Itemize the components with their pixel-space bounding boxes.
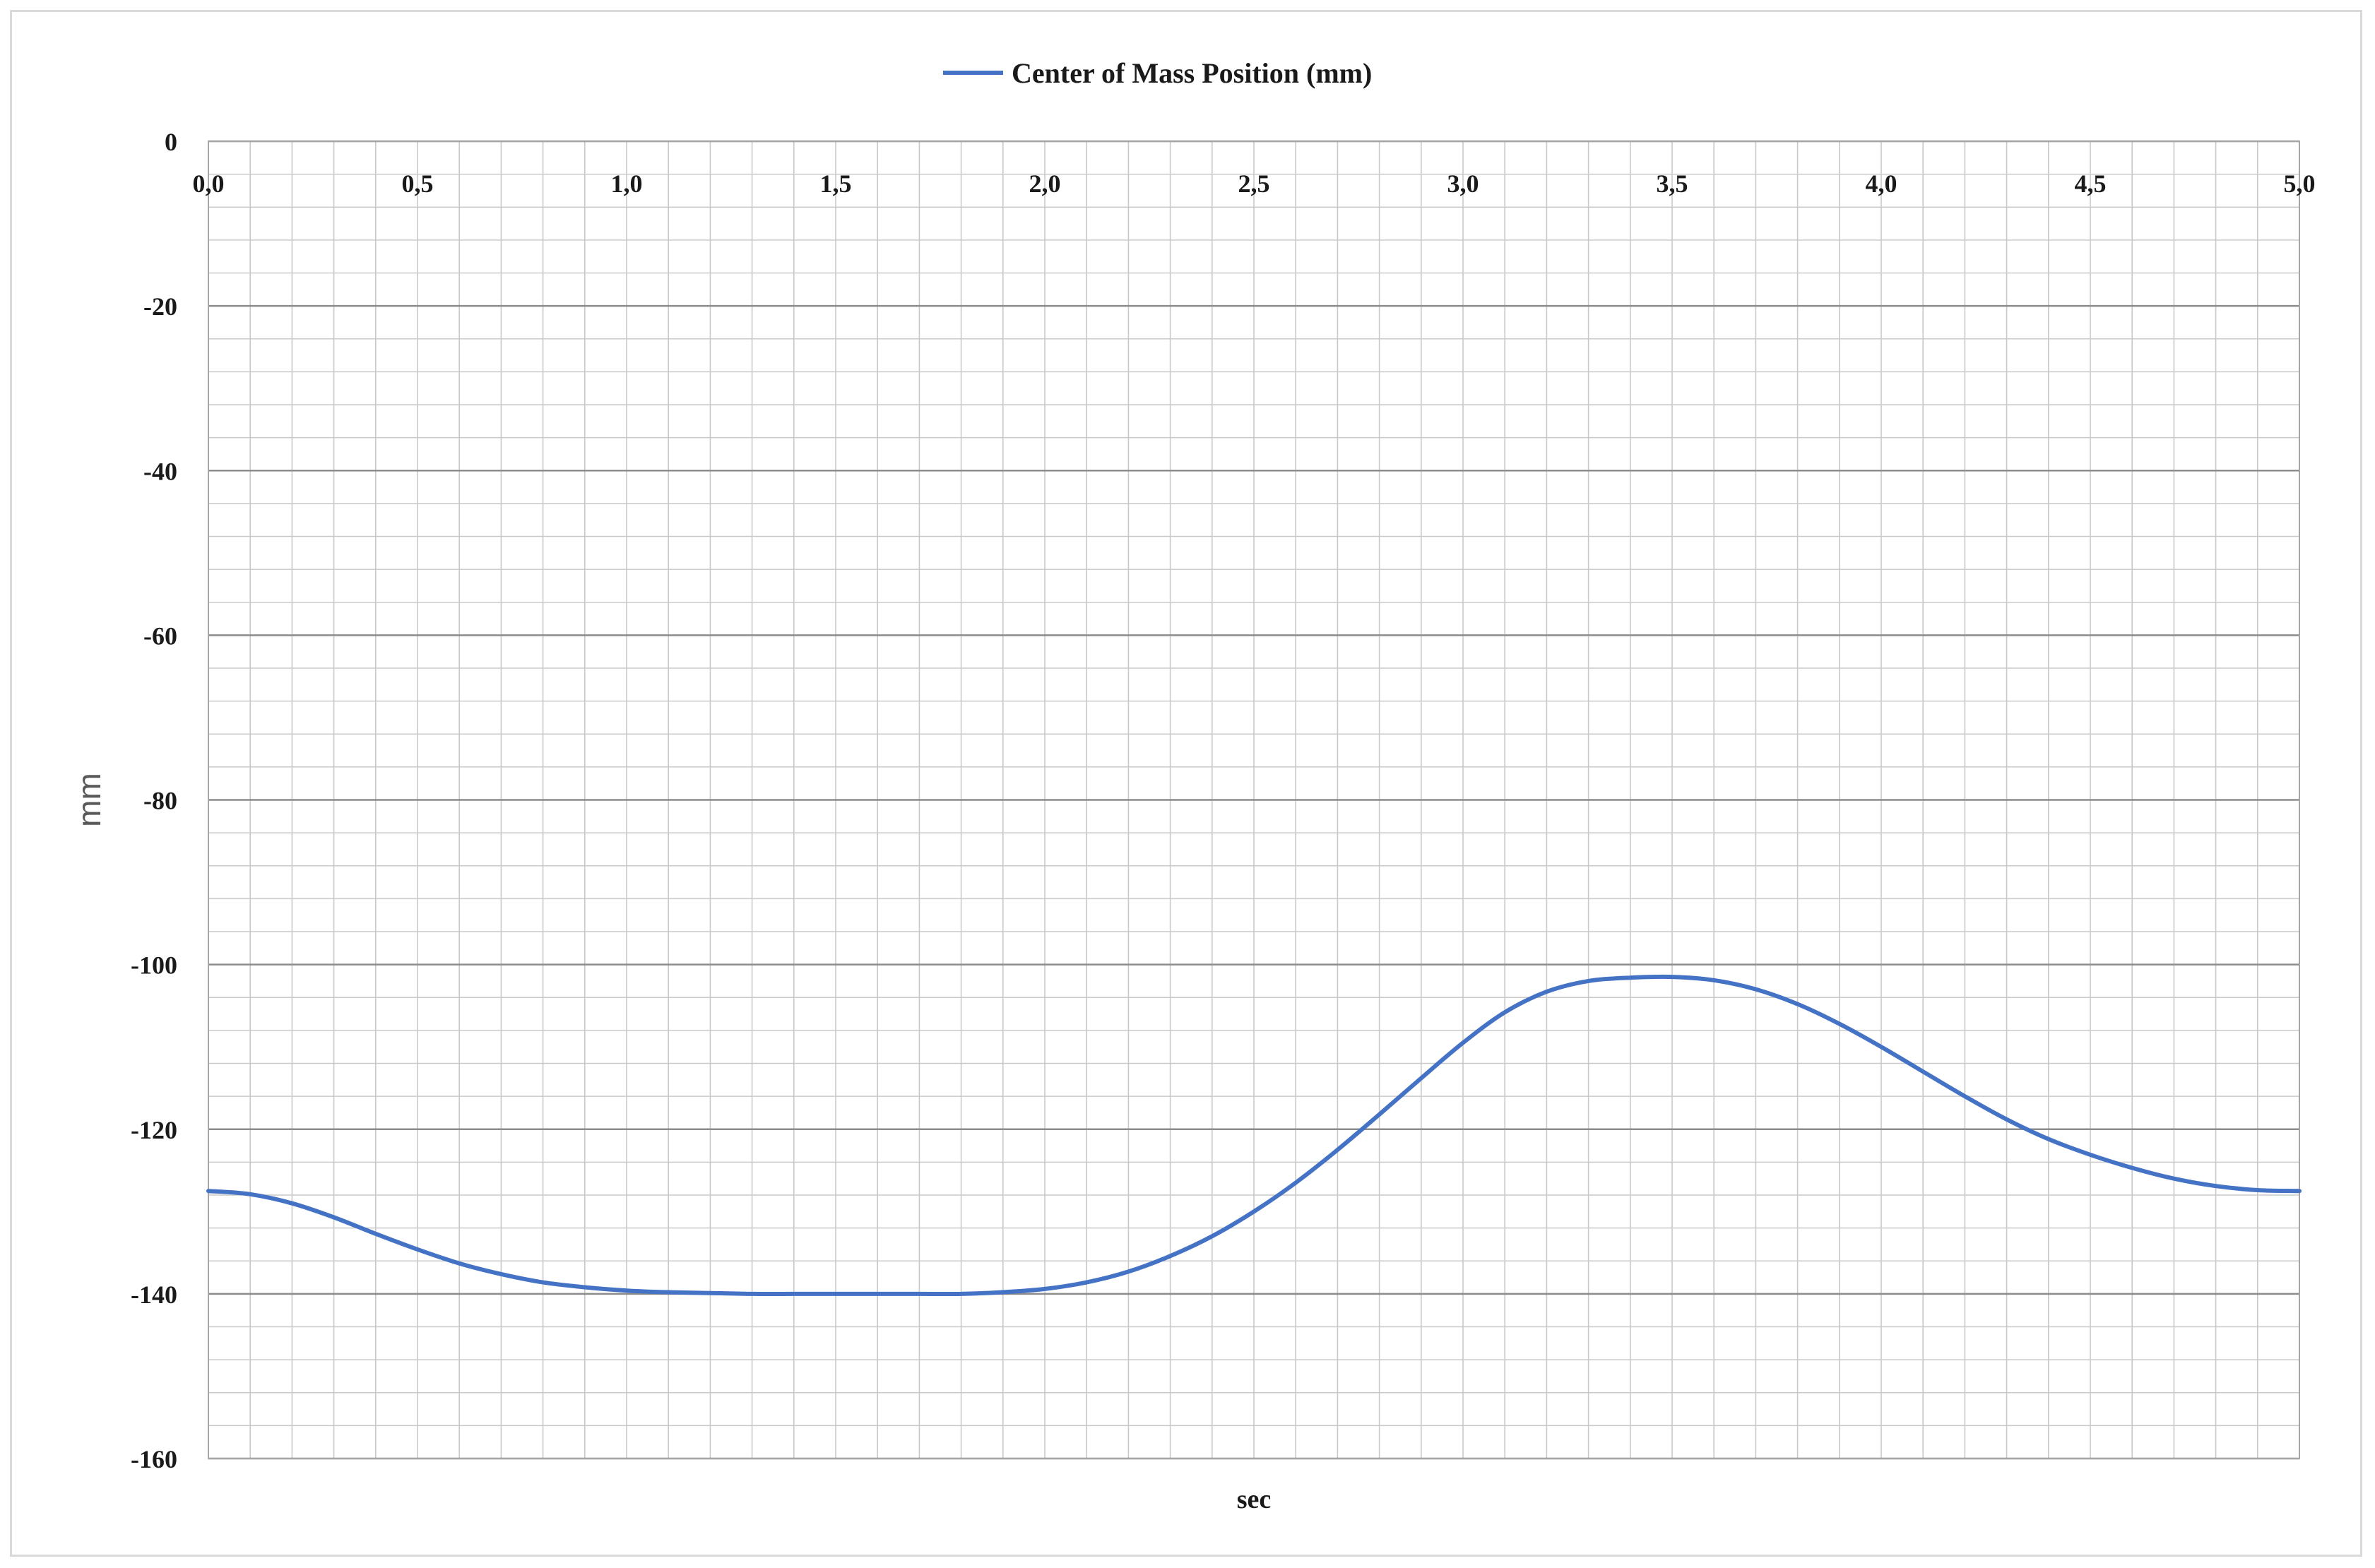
x-tick-label: 2,0 (1029, 170, 1061, 198)
y-tick-label: -120 (131, 1116, 177, 1144)
x-tick-label: 0,5 (402, 170, 434, 198)
x-tick-label: 4,5 (2075, 170, 2107, 198)
x-tick-label: 3,5 (1657, 170, 1688, 198)
series-line (206, 974, 2302, 1297)
x-tick-label: 4,0 (1866, 170, 1897, 198)
x-tick-label: 2,5 (1238, 170, 1270, 198)
y-axis-tick-labels: 0 -20 -40 -60 -80 -100 -120 -140 -160 (131, 128, 177, 1473)
x-axis-tick-labels: 0,0 0,5 1,0 1,5 2,0 2,5 3,0 3,5 4,0 4,5 5,0 (193, 170, 2316, 198)
y-tick-label: -140 (131, 1281, 177, 1309)
chart-frame (10, 10, 2362, 1557)
y-axis-title: mm (71, 773, 107, 827)
y-tick-label: -100 (131, 951, 177, 980)
y-tick-label: -20 (143, 292, 177, 321)
x-tick-label: 1,0 (611, 170, 643, 198)
y-tick-label: -160 (131, 1445, 177, 1473)
y-tick-label: -40 (143, 457, 177, 485)
y-tick-label: -60 (143, 622, 177, 650)
legend-label: Center of Mass Position (mm) (1012, 57, 1372, 89)
x-tick-label: 0,0 (193, 170, 225, 198)
x-tick-label: 5,0 (2284, 170, 2316, 198)
x-tick-label: 3,0 (1447, 170, 1479, 198)
plot-area-border (208, 141, 2300, 1459)
legend: Center of Mass Position (mm) (943, 57, 1372, 89)
y-tick-label: 0 (165, 128, 177, 156)
x-tick-label: 1,5 (820, 170, 852, 198)
x-axis-title: sec (1237, 1485, 1272, 1514)
y-tick-label: -80 (143, 787, 177, 815)
series-group (206, 974, 2302, 1297)
